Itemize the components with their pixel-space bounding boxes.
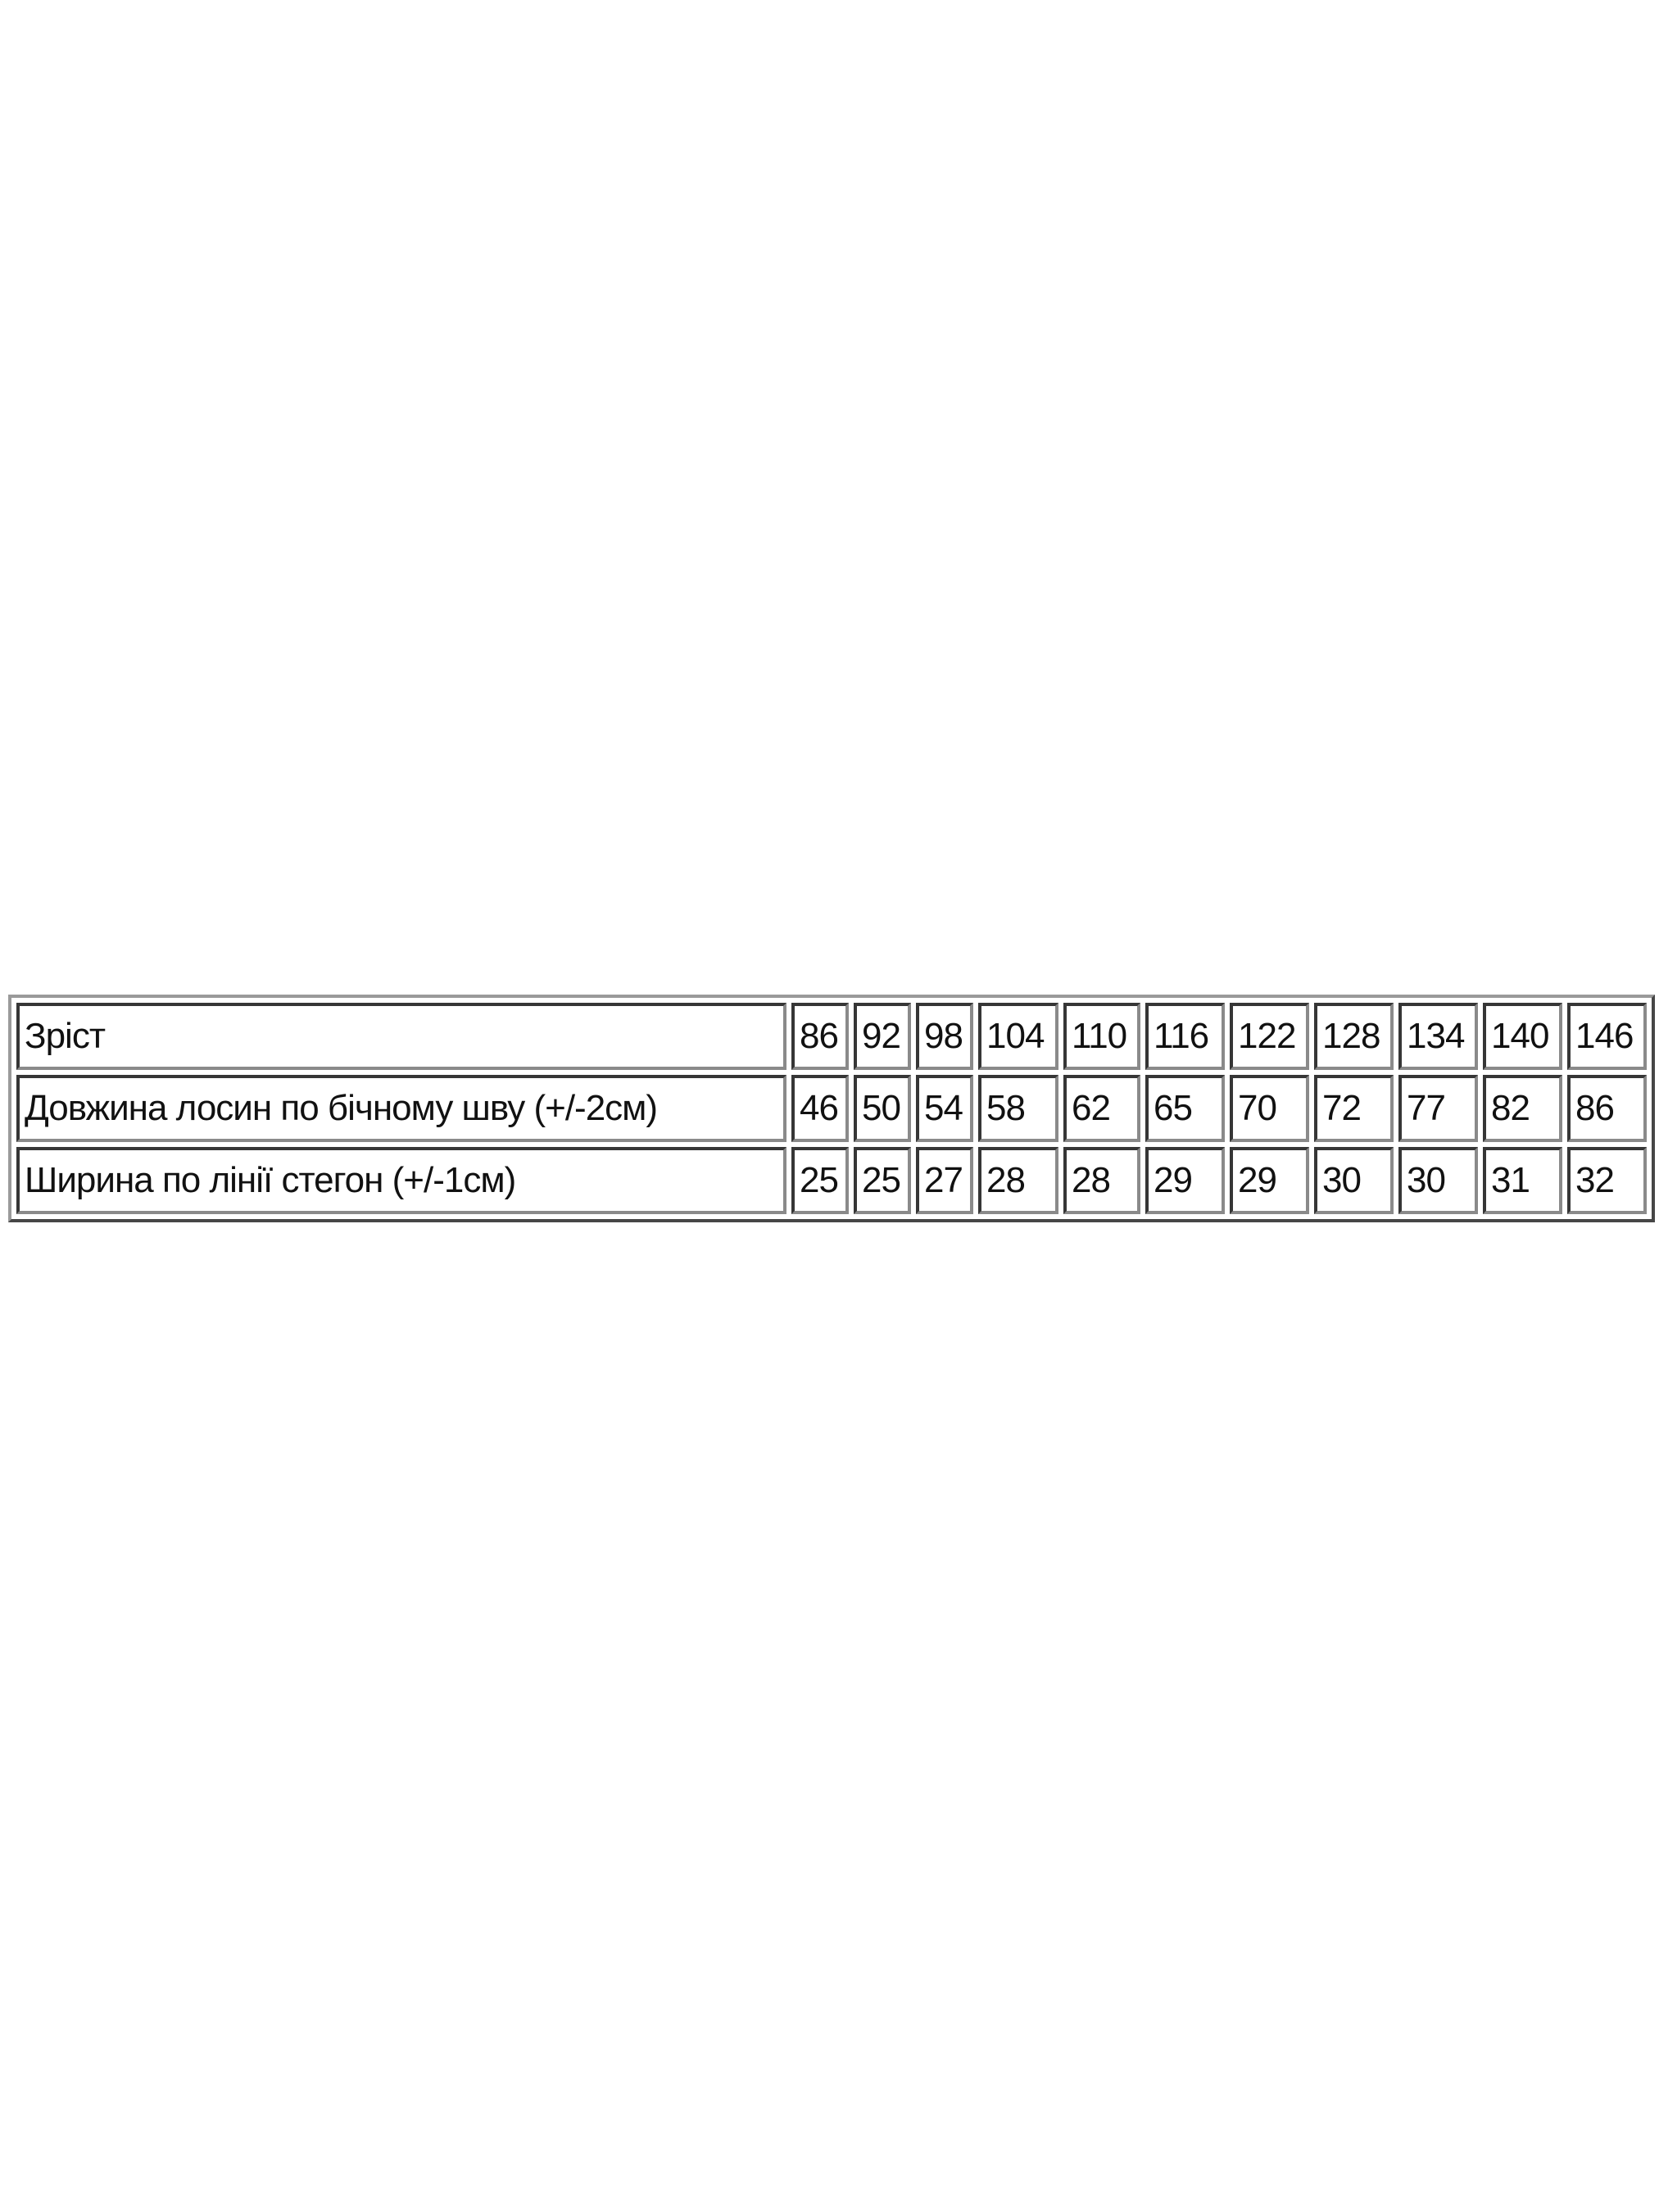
- table-cell: 25: [791, 1147, 849, 1214]
- table-cell: 28: [978, 1147, 1058, 1214]
- height-row: Зріст 86 92 98 104 110 116 122 128 134 140 146: [16, 1003, 1647, 1070]
- table-cell: 116: [1145, 1003, 1225, 1070]
- table-cell: 29: [1230, 1147, 1309, 1214]
- table-cell: 30: [1314, 1147, 1394, 1214]
- table-cell: 98: [916, 1003, 973, 1070]
- table-cell: 28: [1063, 1147, 1140, 1214]
- table-cell: 77: [1398, 1075, 1478, 1142]
- row-label: Зріст: [16, 1003, 786, 1070]
- table-cell: 134: [1398, 1003, 1478, 1070]
- table-cell: 54: [916, 1075, 973, 1142]
- table-cell: 128: [1314, 1003, 1394, 1070]
- table-cell: 46: [791, 1075, 849, 1142]
- table-cell: 65: [1145, 1075, 1225, 1142]
- table-cell: 104: [978, 1003, 1058, 1070]
- hip-width-row: Ширина по лінії стегон (+/-1см) 25 25 27 28 2…: [16, 1147, 1647, 1214]
- table-cell: 146: [1567, 1003, 1647, 1070]
- table-cell: 92: [854, 1003, 911, 1070]
- table-cell: 86: [1567, 1075, 1647, 1142]
- table-cell: 30: [1398, 1147, 1478, 1214]
- row-label: Ширина по лінії стегон (+/-1см): [16, 1147, 786, 1214]
- table-cell: 62: [1063, 1075, 1140, 1142]
- table-cell: 58: [978, 1075, 1058, 1142]
- table-cell: 70: [1230, 1075, 1309, 1142]
- table-cell: 122: [1230, 1003, 1309, 1070]
- table-cell: 32: [1567, 1147, 1647, 1214]
- table-cell: 29: [1145, 1147, 1225, 1214]
- table-cell: 25: [854, 1147, 911, 1214]
- table-cell: 140: [1483, 1003, 1562, 1070]
- legging-length-row: Довжина лосин по бічному шву (+/-2см) 46 5…: [16, 1075, 1647, 1142]
- table-cell: 82: [1483, 1075, 1562, 1142]
- size-chart-table: Зріст 86 92 98 104 110 116 122 128 134 140 146 Довжи…: [8, 995, 1655, 1222]
- table-cell: 27: [916, 1147, 973, 1214]
- table-cell: 50: [854, 1075, 911, 1142]
- table-cell: 110: [1063, 1003, 1140, 1070]
- table-cell: 72: [1314, 1075, 1394, 1142]
- table-cell: 86: [791, 1003, 849, 1070]
- table-cell: 31: [1483, 1147, 1562, 1214]
- row-label: Довжина лосин по бічному шву (+/-2см): [16, 1075, 786, 1142]
